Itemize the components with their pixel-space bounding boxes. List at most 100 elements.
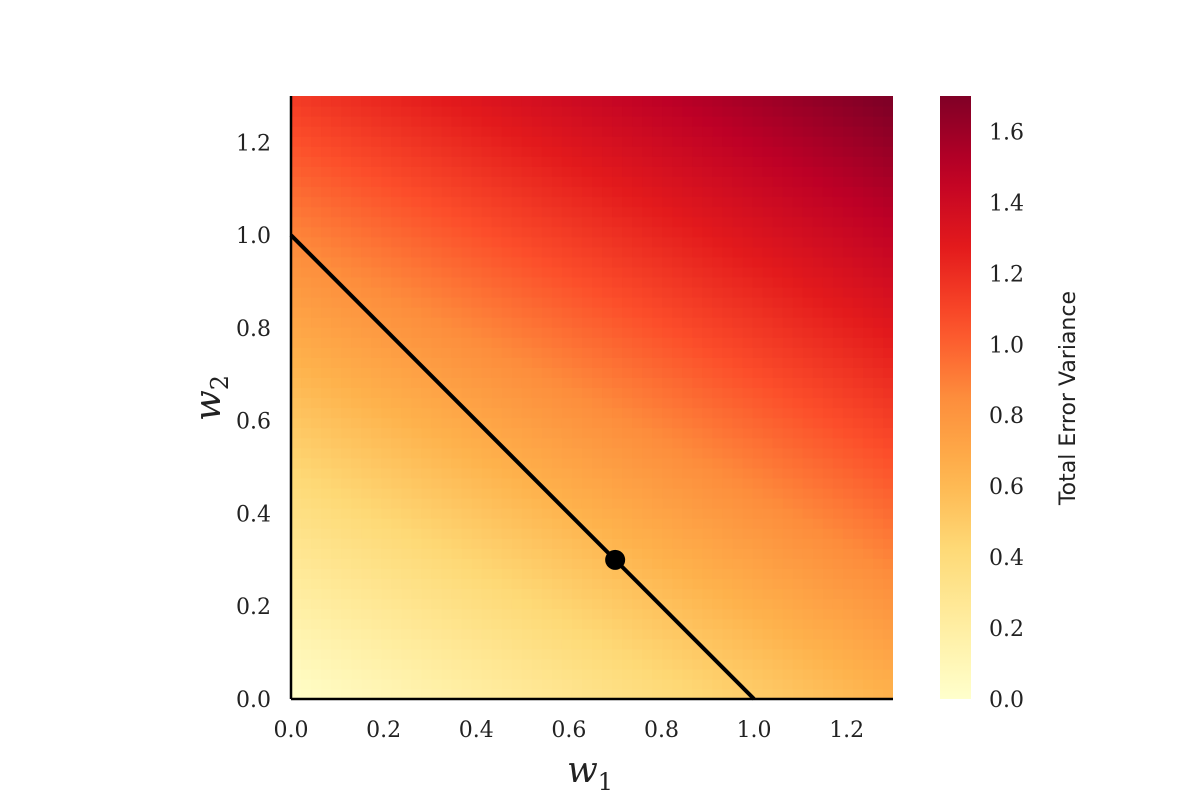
heatmap-cell [361, 427, 372, 439]
heatmap-cell [812, 206, 824, 218]
heatmap-cell [471, 588, 483, 600]
heatmap-cell [672, 668, 683, 680]
heatmap-cell [471, 427, 483, 439]
heatmap-cell [742, 618, 754, 630]
heatmap-cell [551, 156, 563, 167]
heatmap-cell [882, 357, 893, 368]
heatmap-cell [632, 538, 643, 549]
heatmap-cell [602, 498, 613, 509]
heatmap-cell [321, 548, 332, 559]
heatmap-cell [832, 377, 844, 389]
heatmap-cell [371, 186, 382, 198]
heatmap-cell [752, 256, 764, 268]
heatmap-cell [862, 186, 874, 198]
heatmap-cell [792, 136, 804, 147]
heatmap-cell [361, 457, 372, 469]
heatmap-cell [431, 457, 443, 469]
heatmap-cell [872, 116, 884, 127]
heatmap-cell [712, 648, 724, 660]
heatmap-cell [742, 548, 754, 559]
heatmap-cell [782, 467, 794, 479]
heatmap-cell [692, 688, 703, 699]
heatmap-cell [561, 126, 573, 137]
heatmap-cell [682, 678, 693, 690]
heatmap-cell [882, 477, 893, 489]
heatmap-cell [622, 578, 633, 590]
heatmap-cell [862, 437, 874, 449]
heatmap-cell [461, 658, 473, 670]
heatmap-cell [652, 397, 663, 409]
heatmap-cell [291, 548, 302, 559]
heatmap-cell [792, 538, 804, 549]
heatmap-cell [832, 628, 844, 640]
heatmap-cell [331, 447, 342, 459]
heatmap-cell [451, 598, 463, 610]
heatmap-cell [531, 266, 543, 278]
heatmap-cell [802, 588, 814, 600]
heatmap-cell [491, 96, 503, 107]
heatmap-cell [712, 377, 724, 389]
heatmap-cell [351, 136, 362, 147]
heatmap-cell [541, 256, 553, 268]
heatmap-cell [401, 588, 412, 600]
heatmap-cell [411, 286, 423, 298]
heatmap-cell [371, 256, 382, 268]
heatmap-cell [571, 407, 583, 419]
heatmap-cell [351, 206, 362, 218]
heatmap-cell [712, 568, 724, 579]
heatmap-cell [531, 678, 543, 690]
heatmap-cell [792, 246, 804, 258]
heatmap-cell [501, 246, 513, 258]
heatmap-cell [632, 196, 643, 208]
heatmap-cell [642, 648, 653, 660]
heatmap-cell [762, 226, 774, 238]
heatmap-cell [862, 387, 874, 399]
heatmap-cell [351, 498, 362, 509]
heatmap-cell [321, 116, 332, 127]
heatmap-cell [511, 96, 523, 107]
heatmap-cell [722, 327, 734, 338]
heatmap-cell [461, 457, 473, 469]
heatmap-cell [411, 176, 423, 188]
heatmap-cell [541, 236, 553, 248]
heatmap-cell [782, 568, 794, 579]
heatmap-cell [291, 498, 302, 509]
heatmap-cell [351, 367, 362, 378]
heatmap-cell [712, 447, 724, 459]
heatmap-cell [792, 317, 804, 328]
heatmap-cell [571, 417, 583, 429]
heatmap-cell [712, 598, 724, 610]
heatmap-cell [732, 357, 744, 368]
heatmap-cell [361, 678, 372, 690]
heatmap-cell [531, 377, 543, 389]
heatmap-cell [802, 216, 814, 228]
heatmap-cell [712, 608, 724, 620]
heatmap-cell [341, 387, 352, 399]
heatmap-cell [762, 176, 774, 188]
heatmap-cell [642, 417, 653, 429]
heatmap-cell [391, 357, 402, 368]
heatmap-cell [421, 176, 433, 188]
heatmap-cell [511, 508, 523, 519]
heatmap-cell [461, 156, 473, 167]
heatmap-cell [782, 176, 794, 188]
heatmap-cell [431, 126, 443, 137]
heatmap-cell [792, 477, 804, 489]
heatmap-cell [612, 387, 623, 399]
heatmap-cell [742, 367, 754, 378]
heatmap-cell [732, 337, 744, 348]
heatmap-cell [371, 297, 382, 308]
heatmap-cell [331, 518, 342, 529]
heatmap-cell [592, 518, 603, 529]
heatmap-cell [411, 628, 423, 640]
heatmap-cell [491, 236, 503, 248]
heatmap-cell [692, 347, 703, 358]
heatmap-cell [612, 477, 623, 489]
heatmap-cell [702, 427, 713, 439]
heatmap-cell [581, 397, 593, 409]
heatmap-cell [531, 166, 543, 177]
heatmap-cell [632, 558, 643, 569]
heatmap-cell [692, 206, 703, 218]
heatmap-cell [541, 226, 553, 238]
heatmap-cell [291, 347, 302, 358]
